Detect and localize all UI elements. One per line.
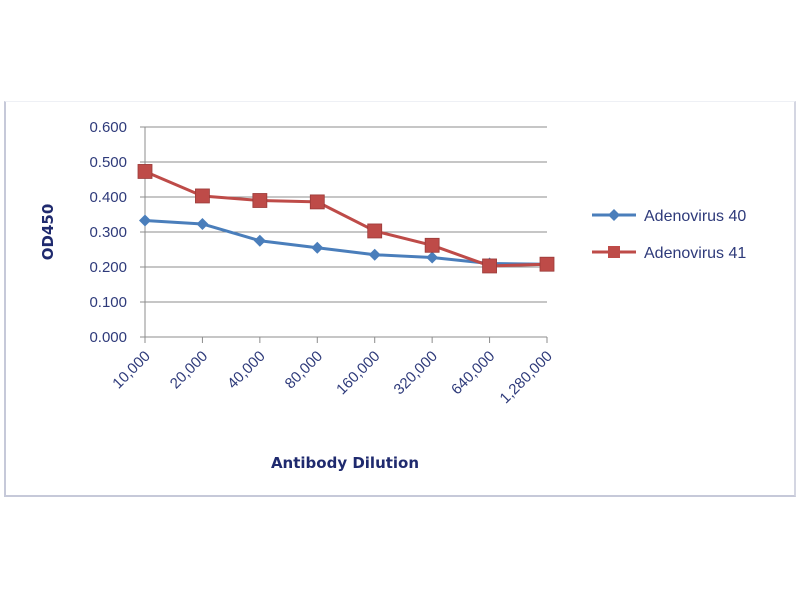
data-point-square [195, 188, 210, 204]
y-tick-labels: 0.000 0.100 0.200 0.300 0.400 0.500 0.600 [89, 119, 127, 346]
data-point-square [539, 256, 555, 272]
data-point-square [424, 237, 440, 253]
data-point-square [252, 193, 268, 208]
y-tick-label: 0.200 [89, 259, 127, 276]
y-tick-label: 0.600 [89, 119, 127, 136]
series-markers [137, 164, 555, 274]
legend-marker-diamond [608, 209, 620, 221]
x-tick-label: 640,000 [448, 348, 498, 398]
y-axis-title: OD450 [39, 204, 57, 261]
data-point-square [482, 258, 497, 274]
y-tick-label: 0.000 [89, 329, 127, 346]
x-tick-label: 1,280,000 [497, 348, 556, 407]
data-point-diamond [253, 234, 266, 247]
data-point-diamond [368, 248, 381, 261]
x-tick-label: 10,000 [109, 348, 153, 392]
x-tick-label: 80,000 [282, 348, 326, 392]
series-lines [144, 170, 548, 268]
data-point-diamond [196, 217, 209, 230]
legend-marker-square [608, 246, 620, 258]
data-point-diamond [426, 251, 439, 264]
data-point-square [309, 194, 325, 210]
legend-label: Adenovirus 40 [644, 208, 746, 225]
x-tick-labels: 10,000 20,000 40,000 80,000 160,000 320,000 64… [109, 348, 555, 407]
x-axis-title: Antibody Dilution [271, 454, 419, 472]
y-tick-label: 0.300 [89, 224, 127, 241]
legend-label: Adenovirus 41 [644, 245, 746, 262]
data-point-square [137, 164, 153, 179]
x-tick-label: 40,000 [224, 348, 268, 392]
data-point-diamond [139, 214, 151, 227]
y-tick-label: 0.100 [89, 294, 127, 311]
data-point-square [367, 223, 383, 239]
x-tick-label: 20,000 [167, 348, 211, 392]
legend: Adenovirus 40 Adenovirus 41 [592, 208, 746, 262]
data-point-diamond [311, 241, 324, 254]
y-tick-label: 0.400 [89, 189, 127, 206]
series-line-2 [144, 170, 548, 268]
y-tick-label: 0.500 [89, 154, 127, 171]
gridlines [145, 126, 547, 303]
x-tick-label: 160,000 [333, 348, 383, 398]
chart-frame [4, 101, 796, 497]
axes [140, 126, 548, 343]
x-tick-label: 320,000 [391, 348, 441, 398]
